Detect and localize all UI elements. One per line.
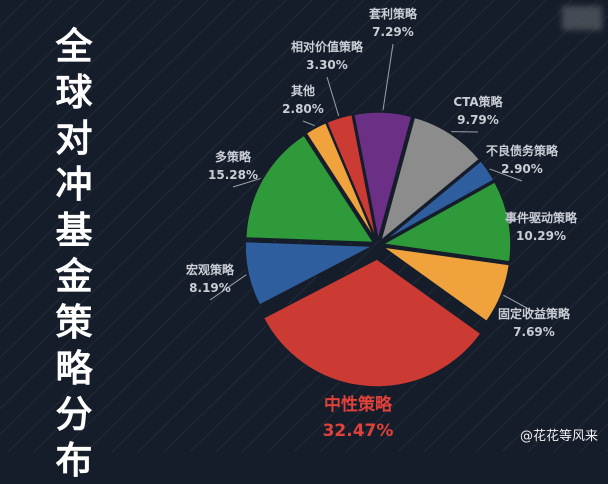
leader-line [303,121,315,126]
slice-name-label: 宏观策略 [186,262,235,277]
stripe-line [0,0,208,452]
slice-value-label: 9.79% [457,113,499,127]
slice-name-label: 事件驱动策略 [505,210,578,225]
title-char: 略 [52,346,96,392]
leader-line [327,77,339,116]
slice-value-label: 7.69% [513,325,555,339]
title-char: 球 [52,70,96,116]
stripe-line [580,0,608,452]
slice-name-label: CTA策略 [453,94,503,109]
title-char: 策 [52,300,96,346]
slice-value-label: 15.28% [208,168,258,182]
title-char: 对 [52,116,96,162]
title-char: 全 [52,24,96,70]
title-char: 冲 [52,162,96,208]
title-char: 分 [52,392,96,438]
title-char: 基 [52,208,96,254]
slice-name-label: 其他 [291,83,315,98]
slice-value-label: 8.19% [189,281,231,295]
blurred-logo [562,6,602,30]
page-title: 全 球 对 冲 基 金 策 略 分 布 [52,24,96,484]
stripe-line [0,0,52,452]
pie-slices [245,112,511,387]
slice-name-label: 多策略 [215,149,252,164]
slice-name-label: 不良债务策略 [486,143,559,158]
watermark-text: @花花等风来 [520,425,598,444]
slice-value-label: 2.90% [501,162,543,176]
slice-value-label: 10.29% [516,229,566,243]
stripe-line [528,0,608,452]
title-char: 布 [52,438,96,484]
title-char: 金 [52,254,96,300]
slice-value-label: 32.47% [323,421,394,441]
slice-value-label: 2.80% [282,102,324,116]
slice-name-label: 中性策略 [324,394,393,415]
stripe-line [0,0,260,452]
slice-value-label: 7.29% [372,25,414,39]
slice-name-label: 固定收益策略 [498,306,571,321]
slice-value-label: 3.30% [306,58,348,72]
slice-name-label: 相对价值策略 [291,39,364,54]
slice-name-label: 套利策略 [368,6,418,21]
